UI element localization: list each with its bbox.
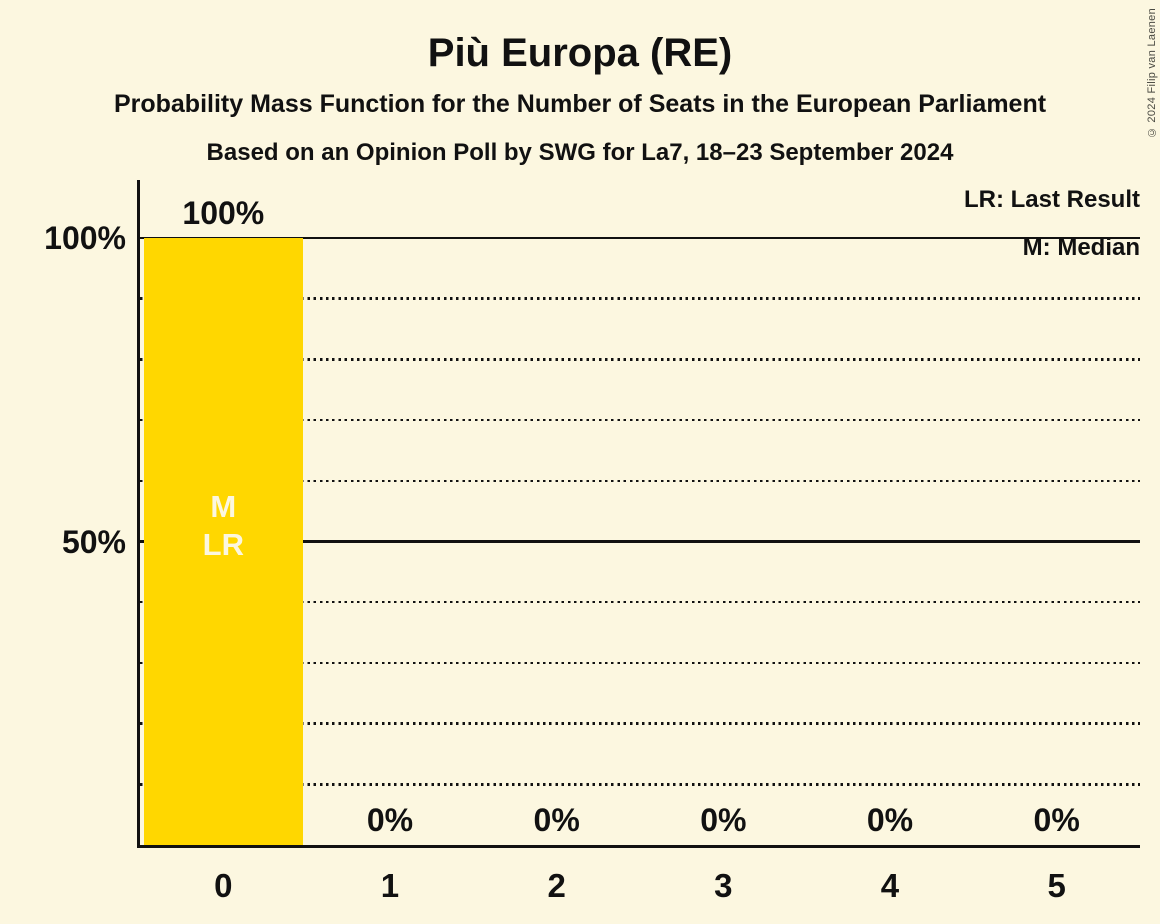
x-tick-seats-3: 3: [714, 867, 733, 904]
value-label-seats-0: 100%: [182, 195, 265, 231]
x-axis-tick-labels: 0 1 2 3 4 5: [140, 860, 1140, 912]
x-tick-seats-1: 1: [380, 867, 400, 904]
gridline-70-pct: [140, 418, 1140, 422]
chart-subtitle: Probability Mass Function for the Number…: [113, 90, 1047, 118]
value-label-seats-4: 0%: [866, 802, 914, 838]
gridline-20-pct: [140, 722, 1140, 725]
bar-annotation-line: M: [210, 489, 237, 524]
y-axis-line: [137, 180, 140, 848]
y-tick-100-pct: 100%: [44, 220, 126, 256]
gridline-90-pct: [140, 297, 1140, 300]
bar-annotation-line: LR: [202, 527, 244, 562]
bar-annotation-seats-0: M LR: [140, 488, 307, 564]
legend-last-result: LR: Last Result: [963, 186, 1140, 213]
gridline-60-pct: [140, 479, 1140, 483]
x-axis-line: [137, 845, 1140, 848]
value-label-seats-5: 0%: [1033, 802, 1080, 838]
copyright-notice: © 2024 Filip van Laenen: [1146, 8, 1158, 139]
gridline-100-pct: [140, 236, 1140, 240]
gridline-10-pct: [140, 783, 1140, 786]
gridline-30-pct: [140, 661, 1140, 665]
plot-area: 100% 0% 0% 0% 0% 0% M LR: [140, 180, 1140, 845]
legend-median: M: Median: [1022, 234, 1140, 261]
gridline-40-pct: [140, 600, 1140, 604]
x-tick-seats-0: 0: [214, 867, 233, 904]
bar-seats-0: [143, 238, 303, 845]
value-label-seats-2: 0%: [533, 802, 580, 838]
x-tick-seats-4: 4: [880, 867, 900, 904]
value-label-seats-3: 0%: [700, 802, 747, 838]
x-tick-seats-5: 5: [1047, 867, 1066, 904]
gridline-50-pct: [140, 540, 1140, 543]
y-axis-tick-labels: 100% 50%: [0, 180, 126, 845]
chart-poll-source-line: Based on an Opinion Poll by SWG for La7,…: [206, 139, 954, 166]
gridline-80-pct: [140, 358, 1140, 361]
x-tick-seats-2: 2: [547, 867, 566, 904]
y-tick-50-pct: 50%: [61, 523, 126, 560]
chart-title: Più Europa (RE): [427, 31, 733, 75]
value-label-seats-1: 0%: [366, 802, 414, 838]
